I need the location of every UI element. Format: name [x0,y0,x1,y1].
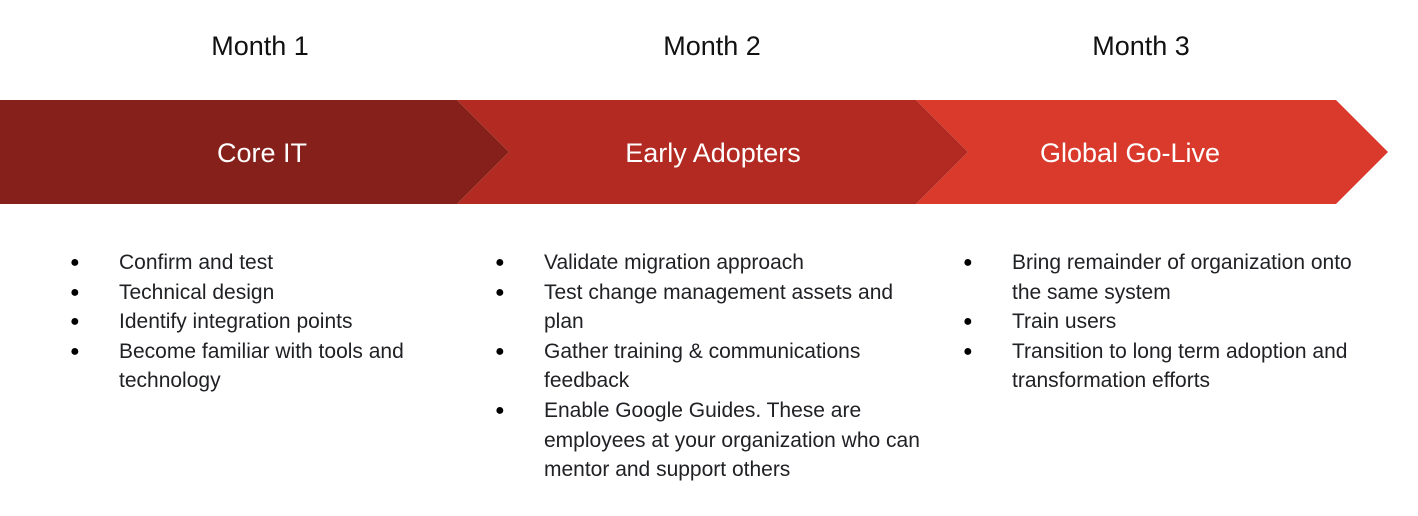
list-item: ● Test change management assets and plan [495,278,920,337]
bullet-icon: ● [963,254,973,271]
bullet-icon: ● [70,313,80,331]
list-item: ● Enable Google Guides. These are employ… [495,396,920,485]
task-text: Identify integration points [119,310,353,334]
bullet-icon: ● [495,342,505,360]
month-1-label: Month 1 [211,31,309,61]
phase-1-title: Core IT [216,138,308,168]
list-item: ● Validate migration approach [495,248,920,278]
task-text: Confirm and test [119,251,274,274]
task-text: Test change management assets and plan [544,280,894,334]
phase-1-task-list: ● Confirm and test ● Technical design ● … [70,248,430,396]
list-item: ● Transition to long term adoption and t… [963,337,1368,396]
bullet-icon: ● [495,254,505,271]
phase-2-title: Early Adopters [625,138,801,168]
list-item: ● Confirm and test [70,248,430,278]
phase-3-title: Global Go-Live [1039,138,1221,168]
list-item: ● Bring remainder of organization onto t… [963,248,1368,307]
task-text: Gather training & communications feedbac… [544,339,861,393]
task-text: Bring remainder of organization onto the… [1012,251,1352,304]
task-text: Train users [1012,310,1117,334]
bullet-icon: ● [963,342,973,360]
list-item: ● Train users [963,307,1368,337]
bullet-icon: ● [495,283,505,301]
task-text: Become familiar with tools and technolog… [119,339,404,393]
bullet-icon: ● [963,313,973,331]
phase-3-task-list: ● Bring remainder of organization onto t… [963,248,1368,396]
list-item: ● Gather training & communications feedb… [495,337,920,396]
list-item: ● Become familiar with tools and technol… [70,337,430,396]
phase-2-task-list: ● Validate migration approach ● Test cha… [495,248,920,485]
bullet-icon: ● [70,283,80,301]
task-text: Enable Google Guides. These are employee… [544,398,920,482]
phase-2-arrow [457,100,968,204]
list-item: ● Identify integration points [70,307,430,337]
bullet-icon: ● [495,401,505,419]
phase-1-arrow [0,100,509,204]
month-2-label: Month 2 [663,31,761,61]
bullet-icon: ● [70,254,80,271]
task-text: Technical design [119,280,275,304]
list-item: ● Technical design [70,278,430,308]
phase-3-arrow [916,100,1388,204]
task-text: Transition to long term adoption and tra… [1012,339,1348,393]
task-text: Validate migration approach [544,251,804,274]
month-3-label: Month 3 [1092,31,1190,61]
bullet-icon: ● [70,342,80,360]
